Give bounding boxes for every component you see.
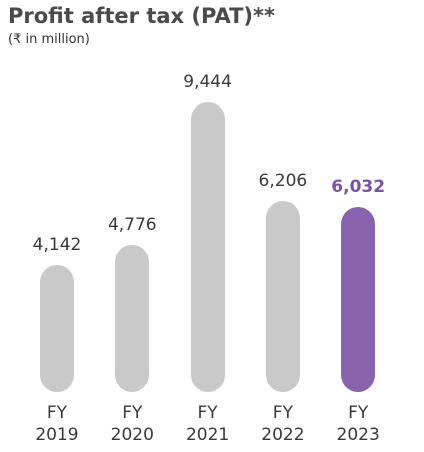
bar — [341, 206, 376, 392]
x-tick-label: FY 2021 — [185, 403, 230, 445]
value-label: 4,776 — [107, 215, 157, 236]
bar — [40, 264, 74, 392]
x-tick-label: FY 2023 — [336, 403, 380, 445]
x-tick-label: FY 2020 — [110, 403, 154, 445]
x-tick-label: FY 2019 — [35, 403, 79, 445]
value-label: 4,142 — [32, 234, 82, 255]
x-tick-label: FY 2022 — [261, 403, 305, 445]
value-label: 6,032 — [331, 176, 386, 197]
chart-subtitle: (₹ in million) — [8, 32, 90, 47]
bar — [115, 245, 150, 392]
value-label: 9,444 — [183, 72, 232, 93]
chart-title: Profit after tax (PAT)** — [8, 4, 275, 28]
value-label: 6,206 — [258, 171, 308, 192]
bar — [265, 201, 300, 392]
bar — [190, 102, 225, 392]
